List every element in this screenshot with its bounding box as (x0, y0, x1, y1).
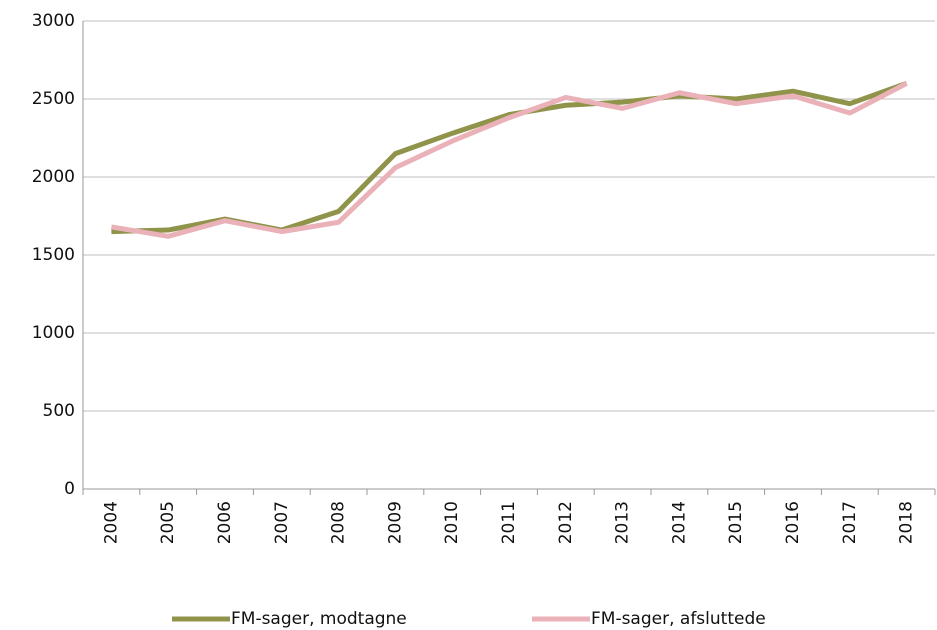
x-tick-label: 2015 (726, 501, 746, 544)
y-tick-label: 2000 (32, 167, 75, 187)
x-tick-label: 2017 (840, 501, 860, 544)
x-tick-label: 2005 (158, 501, 178, 544)
legend-label: FM-sager, modtagne (231, 609, 407, 629)
x-tick-label: 2009 (385, 501, 405, 544)
x-tick-label: 2016 (783, 501, 803, 544)
y-tick-label: 3000 (32, 11, 75, 31)
x-tick-label: 2008 (329, 501, 349, 544)
line-series (111, 81, 908, 235)
y-tick-label: 500 (43, 401, 75, 421)
x-tick-label: 2014 (669, 501, 689, 544)
y-tick-label: 1500 (32, 245, 75, 265)
y-tick-label: 1000 (32, 323, 75, 343)
legend-label: FM-sager, afsluttede (591, 609, 766, 629)
y-tick-label: 0 (64, 479, 75, 499)
x-tick-label: 2006 (215, 501, 235, 544)
x-tick-label: 2011 (499, 501, 519, 544)
x-tick-label: 2004 (101, 501, 121, 544)
x-tick-label: 2013 (613, 501, 633, 544)
x-tick-label: 2010 (442, 501, 462, 544)
x-tick-label: 2007 (272, 501, 292, 544)
y-tick-label: 2500 (32, 89, 75, 109)
x-tick-label: 2012 (556, 501, 576, 544)
x-tick-label: 2018 (897, 501, 917, 544)
line-series (110, 81, 908, 239)
